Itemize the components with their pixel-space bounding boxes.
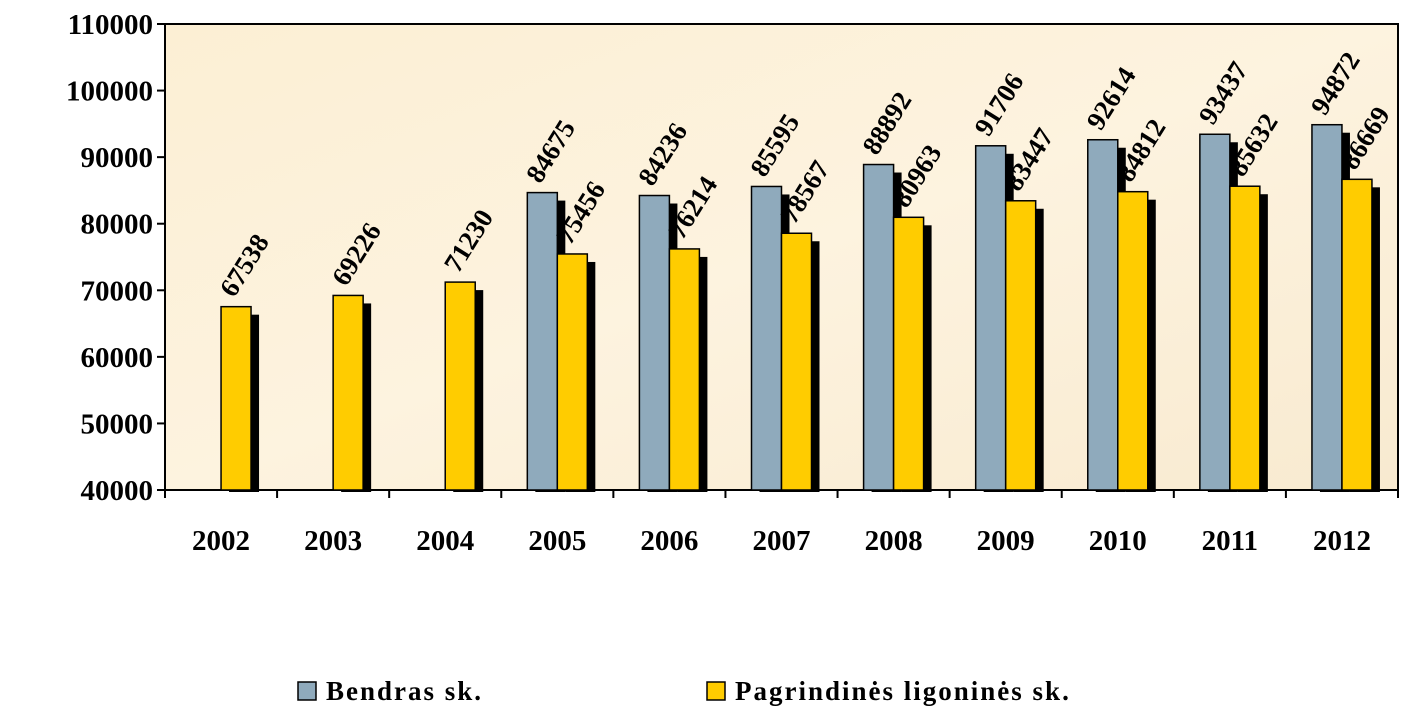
y-tick-label: 50000: [81, 408, 154, 440]
bar: [1117, 190, 1149, 491]
bar: [1229, 185, 1261, 491]
x-tick-label: 2005: [528, 525, 586, 557]
bar: [668, 248, 701, 491]
y-tick-label: 110000: [68, 9, 153, 41]
legend-label: Pagrindinės ligoninės sk.: [735, 676, 1071, 706]
y-tick-label: 80000: [81, 209, 154, 241]
bar: [892, 216, 925, 491]
bar: [1087, 138, 1119, 491]
legend-label: Bendras sk.: [326, 676, 483, 706]
x-tick-label: 2007: [753, 525, 811, 557]
x-tick-label: 2011: [1202, 525, 1258, 557]
legend-swatch: [706, 681, 726, 701]
bar: [1004, 200, 1037, 491]
bar: [1341, 178, 1373, 491]
bar: [638, 194, 671, 491]
y-tick-label: 90000: [81, 142, 154, 174]
bar: [862, 163, 895, 491]
bar: [526, 191, 559, 491]
x-tick-label: 2003: [304, 525, 362, 557]
bar: [444, 281, 476, 491]
y-tick-label: 70000: [81, 275, 154, 307]
x-tick-label: 2006: [640, 525, 698, 557]
x-tick-label: 2008: [865, 525, 923, 557]
bar: [1311, 123, 1343, 491]
y-tick-label: 60000: [81, 342, 154, 374]
y-tick-label: 100000: [66, 76, 153, 108]
bar: [974, 145, 1007, 491]
bar: [1199, 133, 1231, 491]
bar: [780, 232, 813, 491]
bar: [332, 294, 364, 491]
x-tick-label: 2002: [192, 525, 250, 557]
bar: [750, 185, 783, 491]
y-tick-label: 40000: [81, 475, 154, 507]
bar: [220, 305, 252, 491]
x-tick-label: 2012: [1313, 525, 1371, 557]
x-tick-label: 2010: [1089, 525, 1147, 557]
legend-swatch: [297, 681, 317, 701]
x-tick-label: 2009: [977, 525, 1035, 557]
x-tick-label: 2004: [416, 525, 474, 557]
bar: [556, 253, 589, 491]
